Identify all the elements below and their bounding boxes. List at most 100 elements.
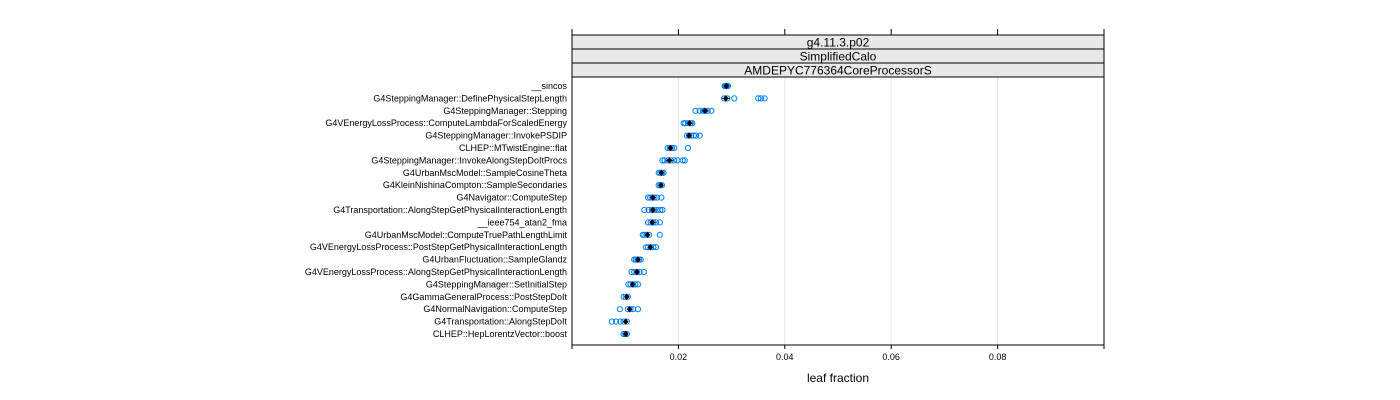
data-row <box>625 281 642 288</box>
data-row <box>721 82 731 90</box>
data-point <box>634 306 642 313</box>
data-point <box>656 231 663 238</box>
category-label: __ieee754_atan2_fma <box>476 217 567 227</box>
data-point <box>757 95 764 102</box>
data-row <box>631 256 644 263</box>
category-label: G4VEnergyLossProcess::AlongStepGetPhysic… <box>305 267 567 277</box>
data-row <box>642 244 660 251</box>
median-marker <box>649 219 656 226</box>
category-label: G4NormalNavigation::ComputeStep <box>423 304 567 314</box>
data-point <box>641 206 648 214</box>
data-point <box>755 95 762 102</box>
category-label: G4KleinNishinaCompton::SampleSecondaries <box>383 180 568 190</box>
data-row <box>721 95 768 102</box>
median-marker <box>650 194 656 201</box>
category-label: G4SteppingManager::InvokeAlongStepDoItPr… <box>371 155 567 165</box>
median-marker <box>623 293 630 300</box>
data-point <box>681 157 688 164</box>
category-label: G4SteppingManager::Stepping <box>443 106 567 116</box>
data-point <box>659 206 666 214</box>
data-row <box>628 268 647 276</box>
median-marker <box>622 318 629 325</box>
median-marker <box>622 330 629 338</box>
data-row <box>639 231 663 238</box>
data-row <box>692 107 715 114</box>
data-row <box>620 330 630 338</box>
category-labels: __sincosG4SteppingManager::DefinePhysica… <box>305 81 568 339</box>
data-point <box>731 95 738 102</box>
data-row <box>655 182 666 189</box>
data-row <box>655 169 667 176</box>
strip-3-label: AMDEPYC776364CoreProcessorS <box>744 64 931 78</box>
data-point <box>692 107 699 114</box>
data-row <box>644 219 663 226</box>
category-label: __sincos <box>530 81 567 91</box>
category-label: CLHEP::MTwistEngine::flat <box>459 143 568 153</box>
data-row <box>616 306 642 313</box>
data-point <box>692 132 700 139</box>
strip-1-label: g4.11.3.p02 <box>807 36 870 50</box>
data-point <box>658 194 665 201</box>
median-marker <box>702 107 708 114</box>
x-tick-label-2: 0.04 <box>776 352 794 362</box>
data-point <box>608 318 616 325</box>
median-marker <box>650 206 656 214</box>
data-point <box>657 206 664 214</box>
data-row <box>659 157 688 164</box>
panel-frame <box>571 76 1105 346</box>
x-axis: 0.02 0.04 0.06 0.08 <box>571 29 1105 362</box>
x-axis-title: leaf fraction <box>807 371 869 385</box>
grid-lines <box>677 77 999 345</box>
data-point <box>761 95 768 102</box>
data-points <box>608 82 768 338</box>
category-label: G4SteppingManager::InvokePSDIP <box>425 131 567 141</box>
category-label: G4VEnergyLossProcess::PostStepGetPhysica… <box>310 242 567 252</box>
x-tick-label-1: 0.02 <box>670 352 688 362</box>
data-row <box>644 194 665 201</box>
category-label: G4UrbanFluctuation::SampleGlandz <box>422 255 567 265</box>
category-label: G4UrbanMscModel::SampleCosineTheta <box>403 168 567 178</box>
median-marker <box>626 306 633 313</box>
data-point <box>684 144 692 152</box>
data-point <box>652 244 660 251</box>
data-point <box>656 219 663 226</box>
median-marker <box>658 182 664 189</box>
category-label: G4Navigator::ComputeStep <box>456 193 567 203</box>
data-point <box>613 318 620 325</box>
median-marker <box>634 268 640 276</box>
data-point <box>640 268 647 276</box>
data-row <box>664 144 692 152</box>
category-label: G4UrbanMscModel::ComputeTruePathLengthLi… <box>365 230 568 240</box>
x-tick-label-4: 0.08 <box>989 352 1007 362</box>
category-label: G4SteppingManager::SetInitialStep <box>426 279 567 289</box>
data-row <box>680 120 696 127</box>
median-marker <box>644 231 651 238</box>
median-marker <box>635 256 641 263</box>
data-row <box>620 293 631 300</box>
median-marker <box>686 120 693 127</box>
category-label: G4Transportation::AlongStepGetPhysicalIn… <box>333 205 567 215</box>
data-row <box>683 132 703 139</box>
strip-2-label: SimplifiedCalo <box>800 50 877 64</box>
category-label: CLHEP::HepLorentzVector::boost <box>433 329 568 339</box>
median-marker <box>667 144 674 152</box>
data-row <box>641 206 666 214</box>
data-point <box>616 306 623 313</box>
category-label: G4GammaGeneralProcess::PostStepDoIt <box>400 292 567 302</box>
median-marker <box>686 132 692 139</box>
median-marker <box>723 82 730 90</box>
median-marker <box>722 95 729 102</box>
median-marker <box>647 244 654 251</box>
category-label: G4Transportation::AlongStepDoIt <box>434 317 567 327</box>
data-point <box>696 132 703 139</box>
data-point <box>679 157 686 164</box>
data-row <box>608 318 630 325</box>
data-point <box>674 157 681 164</box>
category-label: G4SteppingManager::DefinePhysicalStepLen… <box>373 93 567 103</box>
median-marker <box>629 281 636 288</box>
data-point <box>708 107 715 114</box>
median-marker <box>658 169 665 176</box>
category-label: G4VEnergyLossProcess::ComputeLambdaForSc… <box>325 118 567 128</box>
strip-headers: g4.11.3.p02 SimplifiedCalo AMDEPYC776364… <box>571 34 1105 78</box>
